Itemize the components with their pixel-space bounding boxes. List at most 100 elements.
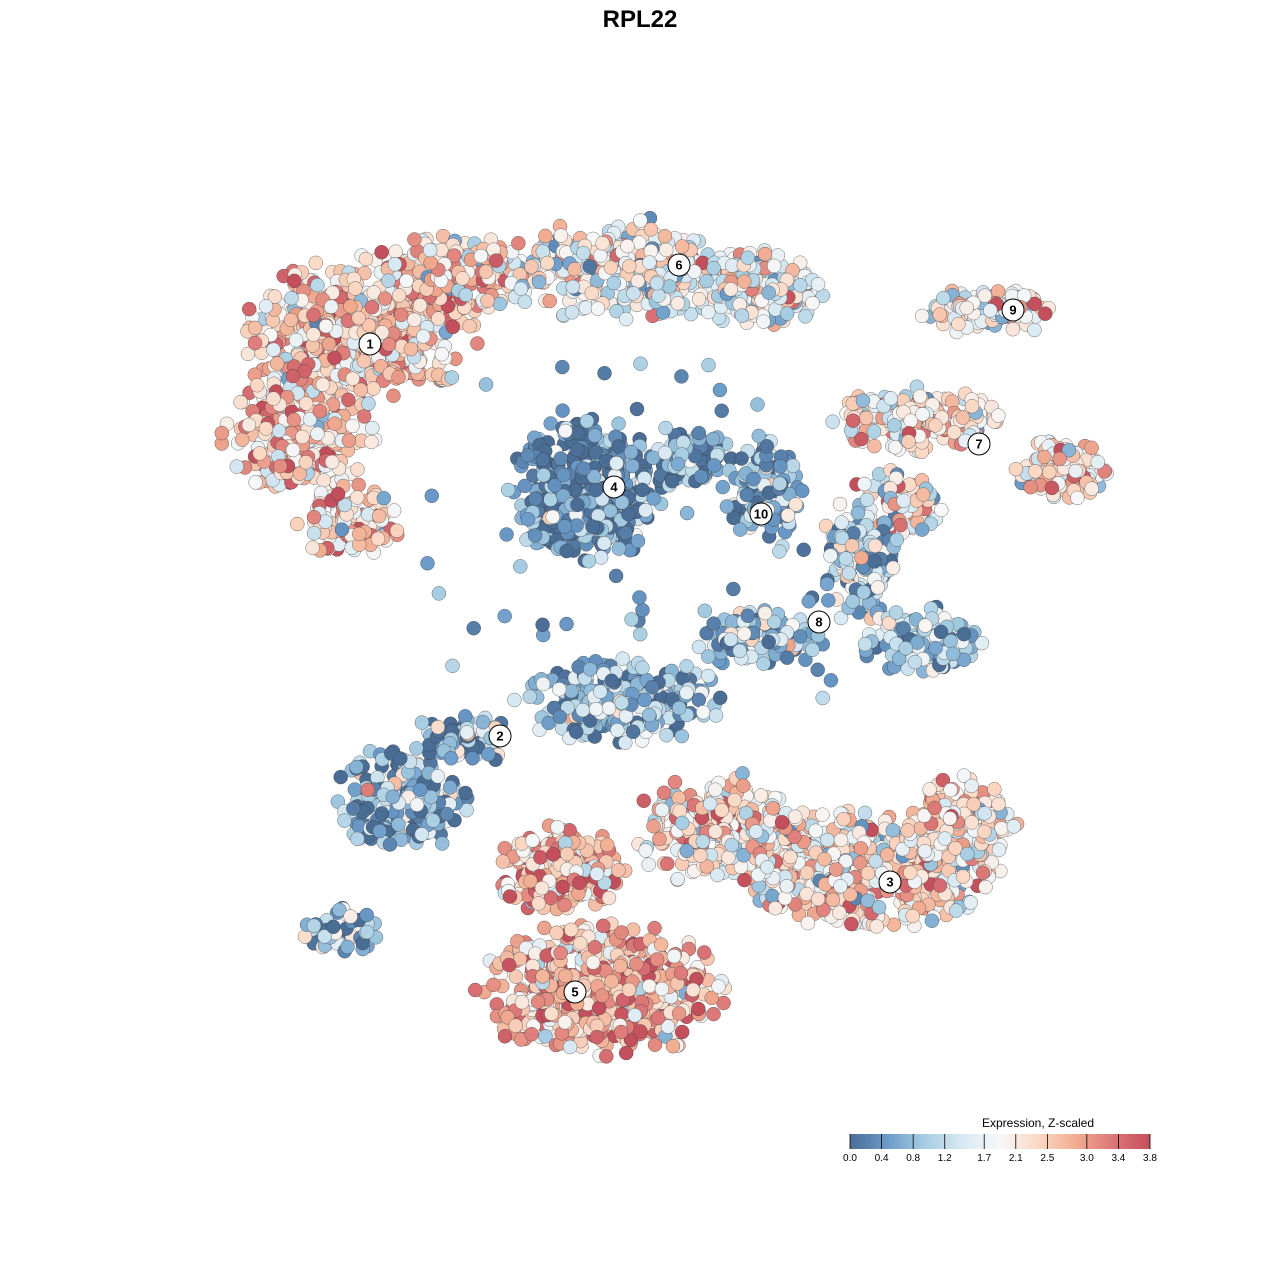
data-point [810,277,826,292]
data-point [359,907,374,923]
data-point [374,806,390,821]
data-point [295,429,310,445]
data-point [622,258,637,274]
data-point [478,264,494,279]
data-point [345,371,360,386]
data-point [513,281,529,297]
data-point [828,862,844,877]
data-point [352,526,367,542]
data-point [385,789,401,805]
data-point [286,412,302,428]
data-point [737,274,752,289]
data-point [1027,322,1042,338]
data-point [740,608,756,624]
data-point [841,565,857,581]
data-point [825,414,840,429]
data-point [766,258,782,274]
data-point [798,309,813,324]
data-point [633,213,648,228]
data-point [570,442,585,458]
data-point [977,824,992,840]
data-point [381,273,396,288]
data-point [879,847,895,862]
data-point [834,515,849,530]
data-point [966,797,981,812]
data-point [305,540,320,555]
data-point [701,649,716,664]
data-point [672,803,687,819]
data-point [832,905,847,920]
data-point [859,492,875,508]
data-point [266,391,281,406]
data-point [603,260,619,275]
data-point [779,306,795,321]
data-point [348,281,363,296]
data-point [975,865,991,881]
data-point [241,301,257,317]
data-point [732,643,747,659]
data-point [833,878,848,894]
data-point [462,318,477,334]
data-point [779,879,795,894]
data-point [815,807,830,822]
data-point [297,929,313,944]
data-point [233,394,248,410]
data-point [893,517,908,533]
data-point [646,491,661,506]
data-point [761,634,776,650]
data-point [714,803,729,818]
data-point [1084,481,1099,496]
data-point [883,391,899,406]
data-point [739,487,755,503]
data-point [787,809,803,824]
data-point [412,298,428,313]
data-point [557,519,572,534]
data-point [936,290,951,306]
data-point [370,531,386,547]
data-point [808,823,823,839]
data-point [559,543,574,559]
data-point [382,837,398,852]
data-point [1023,479,1038,495]
data-point [399,273,414,289]
data-point [416,329,431,344]
data-point [664,473,680,489]
data-point [760,859,775,875]
data-point [524,259,539,274]
data-point [794,483,810,499]
data-point [783,849,798,865]
data-point [960,846,975,862]
data-point [820,832,835,848]
data-point [854,431,869,447]
data-point [928,418,943,433]
data-point [536,467,551,483]
data-point [285,442,301,458]
data-point [1008,461,1024,477]
data-point [403,341,419,357]
data-point [283,312,299,328]
data-point [695,834,711,849]
data-point [987,782,1002,797]
data-point [623,444,639,460]
data-point [567,261,582,277]
data-point [625,724,641,740]
data-point [601,700,617,716]
data-point [659,242,674,258]
data-point [517,294,533,309]
data-point [266,342,281,357]
data-point [579,413,595,429]
data-point [576,245,591,261]
data-point [442,780,458,795]
data-point [1070,490,1085,506]
data-point [267,289,283,304]
data-point [1042,464,1057,480]
data-point [918,618,933,633]
data-point [983,303,998,318]
data-point [350,831,365,847]
data-point [330,486,346,502]
data-point [422,242,438,258]
data-point [792,629,808,644]
data-point [327,350,342,366]
data-point [614,695,629,710]
data-point [638,843,653,858]
